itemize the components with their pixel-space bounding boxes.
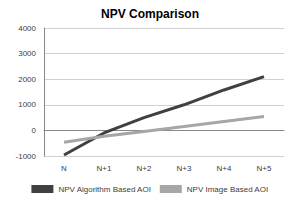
svg-text:N+3: N+3 <box>177 164 192 173</box>
svg-text:N+5: N+5 <box>257 164 272 173</box>
svg-text:N: N <box>61 164 67 173</box>
svg-text:2000: 2000 <box>18 75 36 84</box>
svg-text:N+1: N+1 <box>97 164 112 173</box>
svg-text:1000: 1000 <box>18 100 36 109</box>
svg-text:NPV Algorithm Based AOI: NPV Algorithm Based AOI <box>58 185 151 194</box>
svg-text:0: 0 <box>32 126 37 135</box>
svg-text:-1000: -1000 <box>16 152 37 161</box>
svg-text:NPV Comparison: NPV Comparison <box>101 7 199 21</box>
svg-text:N+2: N+2 <box>137 164 152 173</box>
svg-text:3000: 3000 <box>18 49 36 58</box>
svg-text:NPV Image Based AOI: NPV Image Based AOI <box>187 185 268 194</box>
svg-text:4000: 4000 <box>18 24 36 33</box>
svg-text:N+4: N+4 <box>217 164 232 173</box>
